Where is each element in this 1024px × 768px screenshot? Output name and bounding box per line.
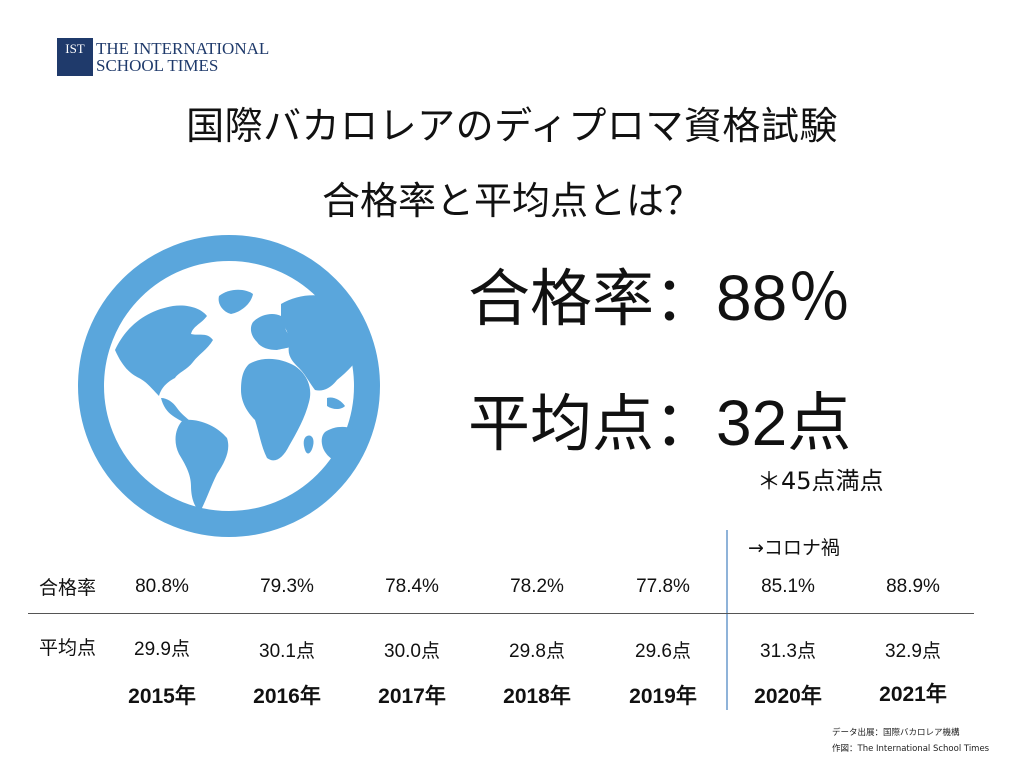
logo-mark: IST: [57, 38, 93, 76]
max-score-note: ＊45点満点: [757, 467, 884, 495]
pass-rate-label: 合格率：: [468, 262, 717, 335]
average-cell: 31.3点: [760, 641, 816, 662]
table-divider: [28, 613, 974, 614]
covid-divider: [726, 530, 728, 710]
year-label: 2020年: [754, 685, 822, 708]
year-label: 2021年: [879, 683, 947, 706]
average-value: 32点: [716, 387, 852, 459]
average-headline: 平均点：32点: [468, 391, 851, 455]
data-source-credit: データ出展：国際バカロレア機構: [832, 728, 960, 738]
pass-rate-cell: 88.9%: [886, 576, 940, 597]
year-label: 2015年: [128, 685, 196, 708]
average-cell: 32.9点: [885, 641, 941, 662]
title-line-2: 合格率と平均点とは？: [321, 179, 702, 223]
pass-rate-cell: 80.8%: [135, 576, 189, 597]
pass-rate-cell: 78.2%: [510, 576, 564, 597]
logo-text: THE INTERNATIONAL SCHOOL TIMES: [96, 40, 269, 74]
covid-label: →コロナ禍: [748, 537, 840, 559]
pass-rate-cell: 79.3%: [260, 576, 314, 597]
average-cell: 29.6点: [635, 641, 691, 662]
year-label: 2016年: [253, 685, 321, 708]
chart-author-credit: 作図：The International School Times: [832, 744, 990, 754]
logo-line-1: THE INTERNATIONAL: [96, 39, 270, 58]
year-label: 2018年: [503, 685, 571, 708]
row-label-pass-rate: 合格率: [39, 577, 97, 599]
logo-line-2: SCHOOL TIMES: [96, 56, 219, 75]
pass-rate-value: 88％: [716, 262, 852, 334]
average-cell: 30.1点: [259, 641, 315, 662]
globe-icon: [78, 235, 380, 537]
year-label: 2017年: [378, 685, 446, 708]
average-cell: 29.9点: [134, 639, 190, 660]
row-label-average: 平均点: [39, 637, 97, 659]
average-cell: 30.0点: [384, 641, 440, 662]
ist-logo: IST THE INTERNATIONAL SCHOOL TIMES: [57, 38, 269, 76]
pass-rate-cell: 85.1%: [761, 576, 815, 597]
title-line-1: 国際バカロレアのディプロマ資格試験: [186, 104, 838, 148]
pass-rate-cell: 78.4%: [385, 576, 439, 597]
year-label: 2019年: [629, 685, 697, 708]
average-cell: 29.8点: [509, 641, 565, 662]
pass-rate-cell: 77.8%: [636, 576, 690, 597]
pass-rate-headline: 合格率：88％: [468, 266, 851, 330]
average-label: 平均点：: [468, 387, 717, 460]
